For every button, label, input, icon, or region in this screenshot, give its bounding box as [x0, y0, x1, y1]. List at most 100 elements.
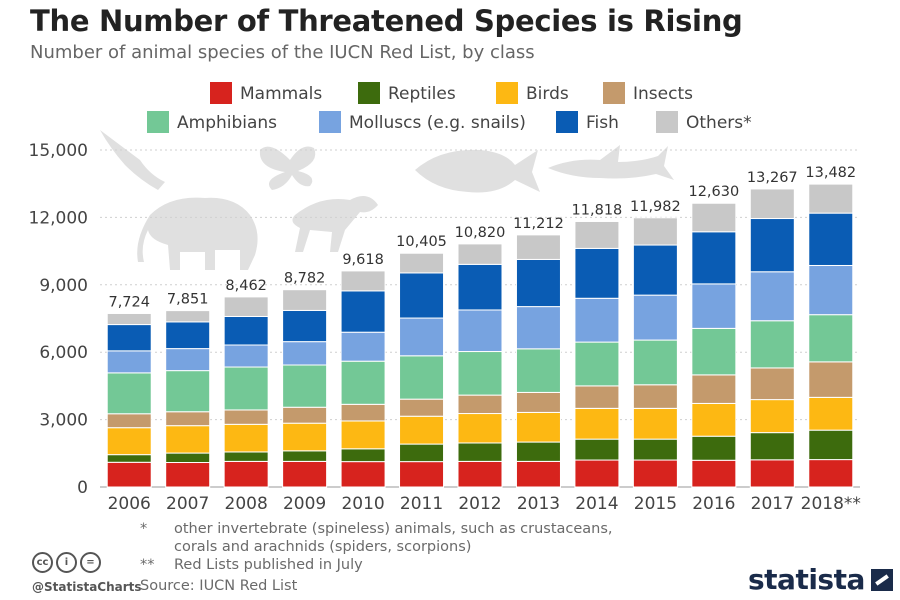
bar-segment-birds[interactable] — [399, 415, 445, 445]
source-note[interactable]: Source: IUCN Red List — [140, 578, 298, 594]
bar-segment-mammals[interactable] — [399, 461, 445, 488]
bar-segment-mammals[interactable] — [749, 459, 795, 488]
bar-segment-birds[interactable] — [691, 402, 737, 437]
bar-segment-amphibians[interactable] — [808, 314, 854, 363]
bar-segment-molluscs-e-g-snails[interactable] — [399, 317, 445, 357]
bar-segment-molluscs-e-g-snails[interactable] — [515, 306, 561, 350]
bar-segment-birds[interactable] — [340, 420, 386, 450]
bar-segment-birds[interactable] — [808, 396, 854, 431]
bar-segment-molluscs-e-g-snails[interactable] — [165, 348, 211, 372]
bar-segment-others[interactable] — [340, 270, 386, 292]
bar-segment-reptiles[interactable] — [165, 452, 211, 464]
bar-segment-mammals[interactable] — [165, 462, 211, 488]
bar-segment-insects[interactable] — [691, 374, 737, 404]
bar-segment-fish[interactable] — [632, 244, 678, 296]
bar-segment-amphibians[interactable] — [691, 327, 737, 376]
bar-segment-amphibians[interactable] — [749, 320, 795, 369]
bar-segment-reptiles[interactable] — [574, 438, 620, 461]
bar-segment-mammals[interactable] — [223, 460, 269, 488]
bar-segment-mammals[interactable] — [515, 460, 561, 488]
bar-segment-reptiles[interactable] — [515, 441, 561, 462]
bar-segment-insects[interactable] — [106, 413, 152, 429]
bar-segment-others[interactable] — [632, 217, 678, 246]
bar-segment-birds[interactable] — [632, 407, 678, 440]
bar-segment-birds[interactable] — [457, 413, 503, 444]
bar-segment-molluscs-e-g-snails[interactable] — [457, 309, 503, 353]
bar-segment-mammals[interactable] — [574, 459, 620, 488]
bar-segment-amphibians[interactable] — [632, 339, 678, 386]
bar-segment-molluscs-e-g-snails[interactable] — [574, 297, 620, 343]
bar-segment-amphibians[interactable] — [282, 364, 328, 408]
bar-segment-fish[interactable] — [165, 321, 211, 350]
bar-segment-fish[interactable] — [106, 324, 152, 352]
bar-segment-others[interactable] — [808, 183, 854, 214]
bar-segment-fish[interactable] — [399, 272, 445, 319]
bar-segment-others[interactable] — [399, 252, 445, 274]
bar-segment-others[interactable] — [165, 310, 211, 323]
bar-segment-reptiles[interactable] — [399, 443, 445, 463]
bar-segment-mammals[interactable] — [632, 459, 678, 488]
bar-segment-mammals[interactable] — [808, 459, 854, 488]
bar-segment-amphibians[interactable] — [399, 355, 445, 400]
bar-segment-fish[interactable] — [282, 309, 328, 343]
bar-segment-molluscs-e-g-snails[interactable] — [749, 271, 795, 322]
bar-segment-insects[interactable] — [515, 391, 561, 413]
bar-segment-birds[interactable] — [106, 427, 152, 456]
bar-segment-reptiles[interactable] — [691, 435, 737, 461]
bar-segment-birds[interactable] — [223, 423, 269, 453]
bar-segment-reptiles[interactable] — [808, 429, 854, 461]
bar-segment-fish[interactable] — [457, 263, 503, 311]
statista-logo[interactable]: statista — [748, 563, 893, 596]
bar-segment-others[interactable] — [749, 188, 795, 220]
bar-segment-reptiles[interactable] — [457, 442, 503, 462]
bar-segment-molluscs-e-g-snails[interactable] — [106, 350, 152, 374]
bar-segment-insects[interactable] — [574, 385, 620, 409]
bar-segment-mammals[interactable] — [457, 460, 503, 488]
bar-segment-birds[interactable] — [574, 407, 620, 440]
bar-segment-insects[interactable] — [223, 409, 269, 425]
bar-segment-fish[interactable] — [223, 315, 269, 346]
bar-segment-reptiles[interactable] — [282, 450, 328, 462]
bar-segment-amphibians[interactable] — [340, 360, 386, 405]
bar-segment-others[interactable] — [106, 312, 152, 326]
bar-segment-fish[interactable] — [515, 258, 561, 308]
bar-segment-insects[interactable] — [808, 361, 854, 398]
bar-segment-fish[interactable] — [808, 212, 854, 266]
bar-segment-birds[interactable] — [282, 422, 328, 452]
bar-segment-molluscs-e-g-snails[interactable] — [223, 344, 269, 368]
bar-segment-reptiles[interactable] — [340, 448, 386, 463]
bar-segment-amphibians[interactable] — [515, 348, 561, 393]
bar-segment-fish[interactable] — [340, 290, 386, 333]
bar-segment-molluscs-e-g-snails[interactable] — [632, 294, 678, 341]
bar-segment-reptiles[interactable] — [106, 454, 152, 463]
bar-segment-mammals[interactable] — [106, 461, 152, 488]
bar-segment-molluscs-e-g-snails[interactable] — [282, 341, 328, 366]
bar-segment-birds[interactable] — [515, 411, 561, 443]
bar-segment-others[interactable] — [223, 296, 269, 317]
bar-segment-molluscs-e-g-snails[interactable] — [691, 283, 737, 329]
bar-segment-insects[interactable] — [749, 367, 795, 401]
bar-segment-molluscs-e-g-snails[interactable] — [808, 264, 854, 316]
bar-segment-reptiles[interactable] — [749, 432, 795, 461]
bar-segment-fish[interactable] — [574, 247, 620, 299]
bar-segment-insects[interactable] — [457, 394, 503, 415]
bar-segment-others[interactable] — [515, 234, 561, 260]
bar-segment-insects[interactable] — [340, 403, 386, 422]
bar-segment-insects[interactable] — [399, 398, 445, 417]
bar-segment-amphibians[interactable] — [574, 341, 620, 387]
bar-segment-insects[interactable] — [165, 411, 211, 427]
bar-segment-amphibians[interactable] — [223, 366, 269, 411]
bar-segment-reptiles[interactable] — [223, 451, 269, 462]
bar-segment-insects[interactable] — [632, 384, 678, 409]
bar-segment-mammals[interactable] — [340, 461, 386, 488]
bar-segment-molluscs-e-g-snails[interactable] — [340, 331, 386, 362]
bar-segment-mammals[interactable] — [282, 460, 328, 488]
bar-segment-others[interactable] — [691, 202, 737, 233]
bar-segment-mammals[interactable] — [691, 459, 737, 488]
bar-segment-others[interactable] — [457, 243, 503, 265]
bar-segment-reptiles[interactable] — [632, 438, 678, 461]
bar-segment-amphibians[interactable] — [106, 372, 152, 415]
bar-segment-others[interactable] — [574, 220, 620, 249]
bar-segment-birds[interactable] — [749, 399, 795, 434]
bar-segment-fish[interactable] — [691, 231, 737, 285]
